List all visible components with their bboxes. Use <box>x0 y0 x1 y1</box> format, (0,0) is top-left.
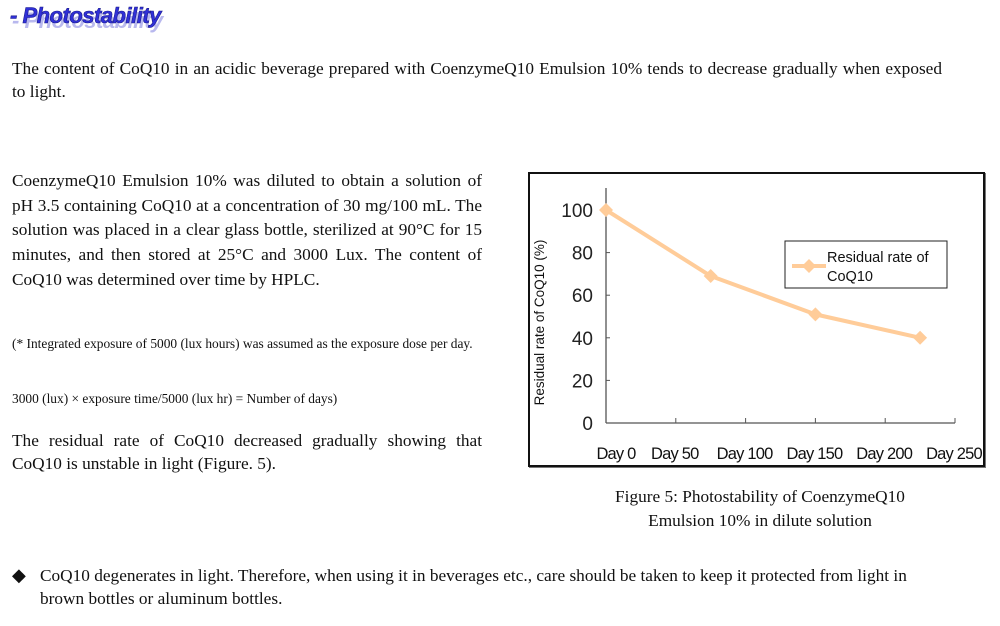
y-tick-label: 60 <box>572 286 593 307</box>
caption-line-1: Figure 5: Photostability of CoenzymeQ10 <box>615 487 905 506</box>
legend-diamond-marker <box>802 259 816 273</box>
x-tick-label: Day 200 <box>856 445 912 463</box>
legend-box <box>784 240 948 289</box>
y-axis-ticks: 0 20 40 60 80 100 <box>561 201 610 435</box>
y-tick-label: 80 <box>572 244 593 265</box>
x-tick-label: Day 50 <box>651 445 699 463</box>
bullet-text: CoQ10 degenerates in light. Therefore, w… <box>40 566 907 608</box>
chart-frame: 0 20 40 60 80 100 Day 0 Day 50 Day 100 Day 150 Da… <box>528 172 985 467</box>
intro-paragraph: The content of CoQ10 in an acidic bevera… <box>12 59 942 101</box>
x-tick-label: Day 0 <box>596 445 636 463</box>
caption-line-2: Emulsion 10% in dilute solution <box>648 511 872 530</box>
series-line <box>604 208 921 340</box>
y-tick-label: 20 <box>572 371 593 392</box>
method-paragraph: CoenzymeQ10 Emulsion 10% was diluted to … <box>12 171 482 289</box>
y-tick-label: 100 <box>561 201 593 222</box>
data-point-marker <box>808 307 823 322</box>
exposure-note: (* Integrated exposure of 5000 (lux hour… <box>12 336 473 351</box>
data-point-marker <box>599 203 613 217</box>
data-point-marker <box>913 330 928 345</box>
figure-caption: Figure 5: Photostability of CoenzymeQ10 … <box>560 485 960 533</box>
legend-label-line1: Residual rate of <box>827 250 930 266</box>
section-title: - Photostability <box>10 3 162 29</box>
x-axis-ticks: Day 0 Day 50 Day 100 Day 150 Day 200 Day 250 <box>596 418 983 463</box>
days-formula-note: 3000 (lux) × exposure time/5000 (lux hr)… <box>12 391 338 406</box>
y-tick-label: 0 <box>582 414 593 435</box>
bullet-note: ◆ CoQ10 degenerates in light. Therefore,… <box>12 564 942 610</box>
y-tick-label: 40 <box>572 329 593 350</box>
x-tick-label: Day 100 <box>717 445 773 463</box>
chart-legend: Residual rate of CoQ10 <box>784 240 948 289</box>
legend-label-line2: CoQ10 <box>827 269 873 285</box>
diamond-bullet-icon: ◆ <box>12 565 26 585</box>
x-tick-label: Day 250 <box>926 445 982 463</box>
result-paragraph: The residual rate of CoQ10 decreased gra… <box>12 431 482 473</box>
y-axis-label: Residual rate of CoQ10 (%) <box>532 240 547 406</box>
data-point-marker <box>703 269 718 284</box>
chart-axes <box>605 188 955 424</box>
x-tick-label: Day 150 <box>786 445 842 463</box>
chart-series <box>599 203 928 345</box>
